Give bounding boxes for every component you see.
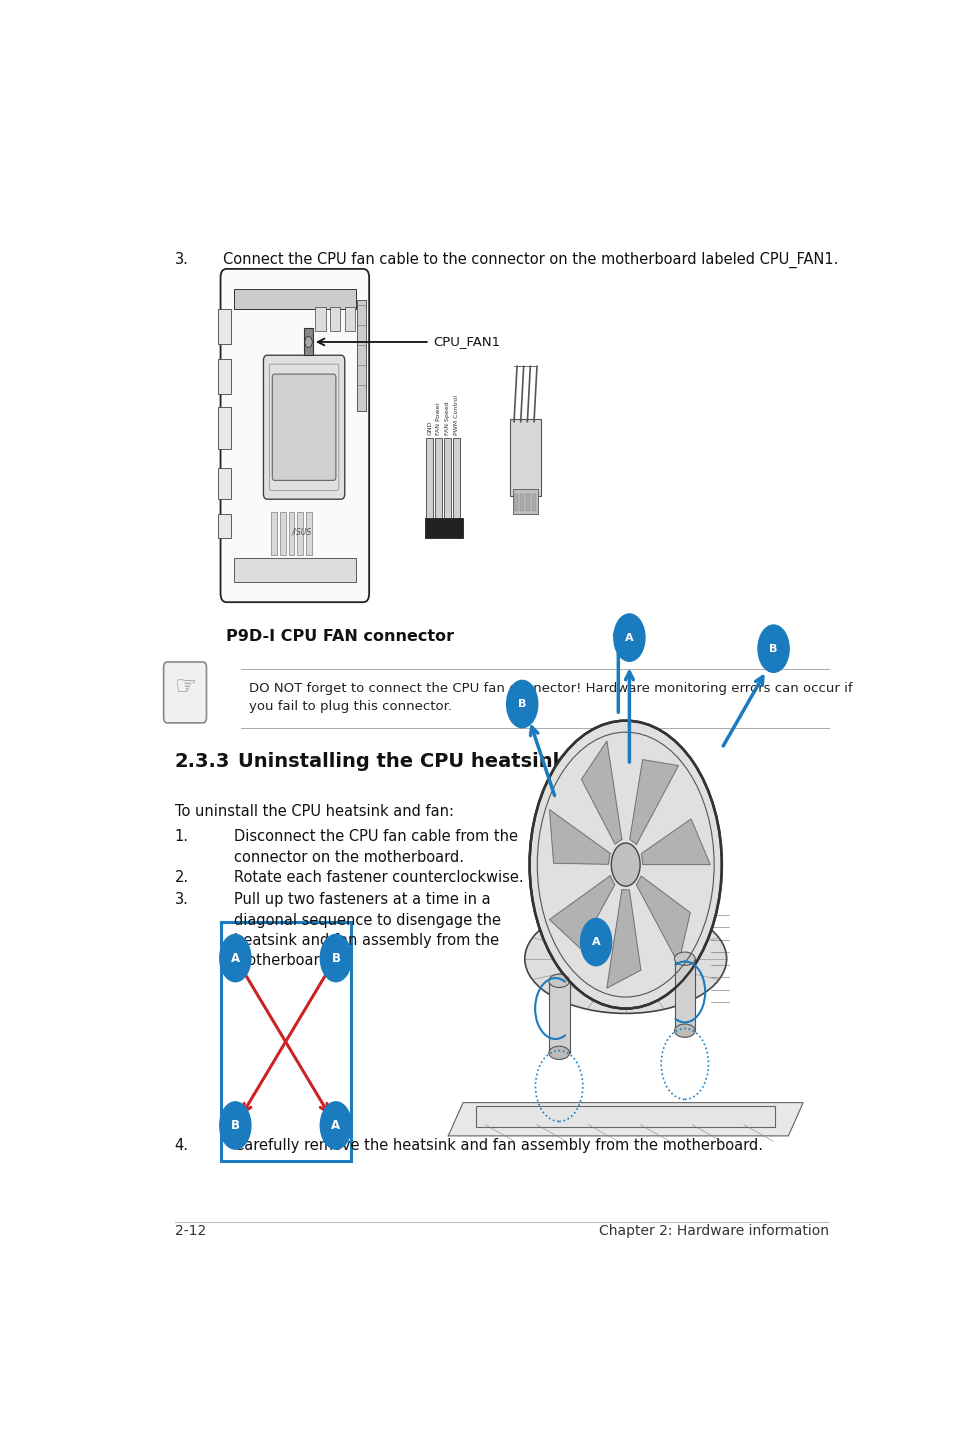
Polygon shape — [549, 876, 614, 948]
Text: Chapter 2: Hardware information: Chapter 2: Hardware information — [598, 1224, 828, 1238]
Text: CPU_FAN1: CPU_FAN1 — [433, 335, 500, 348]
Text: PWM Control: PWM Control — [454, 395, 458, 434]
Bar — [217, 309, 231, 344]
Text: Disconnect the CPU fan cable from the
connector on the motherboard.: Disconnect the CPU fan cable from the co… — [233, 830, 517, 864]
Text: /ISUS: /ISUS — [292, 528, 312, 536]
Text: To uninstall the CPU heatsink and fan:: To uninstall the CPU heatsink and fan: — [174, 804, 454, 818]
FancyBboxPatch shape — [272, 374, 335, 480]
Text: B: B — [331, 952, 340, 965]
Bar — [304, 328, 313, 355]
Bar — [330, 306, 340, 331]
Polygon shape — [606, 890, 640, 988]
Text: B: B — [517, 699, 526, 709]
Text: 3.: 3. — [174, 252, 189, 267]
Bar — [424, 518, 462, 538]
Polygon shape — [629, 759, 678, 844]
Text: 4.: 4. — [174, 1137, 189, 1153]
Text: B: B — [768, 644, 777, 654]
Bar — [453, 439, 459, 522]
Circle shape — [319, 933, 352, 982]
Text: 3.: 3. — [174, 892, 189, 907]
FancyBboxPatch shape — [509, 420, 540, 496]
Bar — [306, 512, 312, 555]
FancyBboxPatch shape — [220, 269, 369, 603]
Text: 2-12: 2-12 — [174, 1224, 206, 1238]
Polygon shape — [549, 810, 610, 864]
Polygon shape — [448, 1103, 802, 1136]
Circle shape — [579, 917, 612, 966]
Bar — [279, 512, 285, 555]
Bar — [271, 512, 276, 555]
Text: DO NOT forget to connect the CPU fan connector! Hardware monitoring errors can o: DO NOT forget to connect the CPU fan con… — [249, 682, 851, 713]
Circle shape — [529, 720, 721, 1008]
Bar — [519, 493, 523, 512]
Text: Carefully remove the heatsink and fan assembly from the motherboard.: Carefully remove the heatsink and fan as… — [233, 1137, 762, 1153]
Ellipse shape — [674, 952, 695, 965]
Bar — [435, 439, 442, 522]
Text: A: A — [624, 633, 633, 643]
Circle shape — [219, 933, 252, 982]
Bar — [217, 358, 231, 394]
Text: Uninstalling the CPU heatsink and fan: Uninstalling the CPU heatsink and fan — [237, 752, 655, 771]
Circle shape — [613, 613, 645, 661]
Bar — [443, 439, 451, 522]
Circle shape — [305, 336, 312, 348]
FancyBboxPatch shape — [263, 355, 344, 499]
Bar — [344, 306, 355, 331]
Polygon shape — [636, 876, 690, 963]
Circle shape — [219, 1102, 252, 1150]
Bar — [288, 512, 294, 555]
FancyBboxPatch shape — [476, 1106, 774, 1127]
Bar — [357, 301, 366, 411]
Text: 2.: 2. — [174, 870, 189, 886]
Bar — [513, 489, 537, 513]
FancyBboxPatch shape — [164, 661, 206, 723]
Text: A: A — [231, 952, 239, 965]
Ellipse shape — [548, 974, 569, 988]
Bar — [297, 512, 303, 555]
Bar — [217, 469, 231, 499]
Bar — [525, 493, 529, 512]
Text: A: A — [591, 938, 599, 948]
Text: ☞: ☞ — [174, 676, 196, 699]
Text: FAN Speed: FAN Speed — [444, 401, 450, 434]
Circle shape — [611, 843, 639, 886]
Text: GND: GND — [427, 420, 432, 434]
Circle shape — [505, 680, 537, 729]
Bar — [514, 493, 517, 512]
Text: B: B — [231, 1119, 239, 1132]
Text: FAN Power: FAN Power — [436, 403, 440, 434]
Circle shape — [757, 624, 789, 673]
Circle shape — [319, 1102, 352, 1150]
Polygon shape — [640, 820, 710, 864]
Bar — [674, 959, 695, 1031]
Bar — [548, 981, 569, 1053]
Ellipse shape — [524, 905, 726, 1014]
Text: A: A — [331, 1119, 340, 1132]
Text: Rotate each fastener counterclockwise.: Rotate each fastener counterclockwise. — [233, 870, 523, 886]
Ellipse shape — [674, 1024, 695, 1037]
Bar — [217, 407, 231, 450]
Text: P9D-I CPU FAN connector: P9D-I CPU FAN connector — [226, 628, 454, 644]
FancyBboxPatch shape — [220, 922, 351, 1162]
Ellipse shape — [548, 1047, 569, 1060]
Bar — [217, 513, 231, 538]
Polygon shape — [581, 741, 621, 844]
Text: Pull up two fasteners at a time in a
diagonal sequence to disengage the
heatsink: Pull up two fasteners at a time in a dia… — [233, 892, 500, 968]
Bar — [314, 306, 325, 331]
Bar — [233, 558, 355, 582]
Bar — [233, 289, 355, 309]
Text: 2.3.3: 2.3.3 — [174, 752, 230, 771]
Bar — [531, 493, 535, 512]
Bar — [426, 439, 433, 522]
Text: 1.: 1. — [174, 830, 189, 844]
Text: Connect the CPU fan cable to the connector on the motherboard labeled CPU_FAN1.: Connect the CPU fan cable to the connect… — [222, 252, 838, 269]
